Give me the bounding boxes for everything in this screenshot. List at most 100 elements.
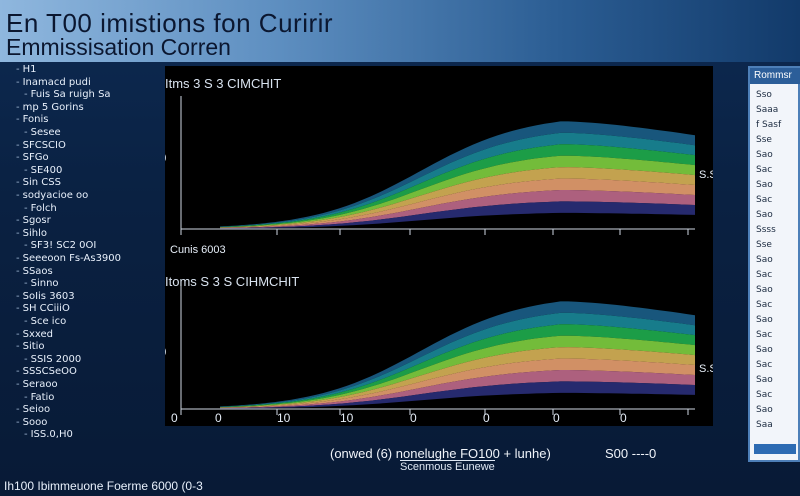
left-list-item[interactable]: - SF3! SC2 0OI	[24, 240, 96, 251]
left-list-item[interactable]: - Sce ico	[24, 316, 66, 327]
right-panel-item[interactable]: Sao	[756, 345, 773, 355]
left-list-item[interactable]: - SFGo	[16, 152, 49, 163]
left-list-item[interactable]: - sodyacioe oo	[16, 190, 88, 201]
title-bar: En T00 imistions fon Curirir Emmissisati…	[0, 0, 800, 62]
left-list-item-label: Inamacd pudi	[22, 76, 91, 88]
x-axis-subcaption: Scenmous Eunewe	[400, 460, 495, 473]
right-panel-item[interactable]: Sac	[756, 300, 773, 310]
right-panel-header: Rommsr	[750, 68, 800, 84]
left-list-item[interactable]: - SSSCSeOO	[16, 366, 77, 377]
right-panel-item[interactable]: f Sasf	[756, 120, 782, 130]
bullet-icon: -	[16, 416, 20, 428]
left-list-item[interactable]: - SE400	[24, 165, 62, 176]
right-panel-item[interactable]: Sao	[756, 375, 773, 385]
area-band	[220, 178, 695, 229]
bullet-icon: -	[24, 164, 28, 176]
left-list-item[interactable]: - Inamacd pudi	[16, 77, 91, 88]
left-list-item[interactable]: - Sihlo	[16, 228, 47, 239]
left-list-item[interactable]: - SSIS 2000	[24, 354, 81, 365]
left-list-item[interactable]: - mp 5 Gorins	[16, 102, 84, 113]
x-tick-label: 0	[553, 411, 560, 425]
bullet-icon: -	[16, 177, 20, 189]
left-list-item-label: Seraoo	[22, 379, 58, 390]
area-band	[220, 132, 695, 227]
left-list-item[interactable]: - SFCSCIO	[16, 140, 66, 151]
left-list-item[interactable]: - Sooo	[16, 417, 47, 428]
left-list-item[interactable]: - Seeeoon Fs-As3900	[16, 253, 121, 264]
left-list-item-label: ISS.0,H0	[30, 429, 73, 441]
x-tick-label: 10	[277, 411, 291, 425]
left-list-item[interactable]: - Sxxed	[16, 329, 53, 340]
right-panel-scrollbar[interactable]	[754, 444, 796, 454]
right-panel-item[interactable]: Sac	[756, 330, 773, 340]
left-list-item[interactable]: - SH CCiiiO	[16, 303, 70, 314]
left-list-item[interactable]: - Seraoo	[16, 379, 58, 390]
right-panel-item[interactable]: Sac	[756, 165, 773, 175]
area-band	[220, 167, 695, 228]
chart-svg: Itms 3 S 3 CIMCHIT 30 S.S-3 Cunis 6003 Itoms…	[165, 76, 713, 425]
left-list-item[interactable]: - SSaos	[16, 266, 53, 277]
x-tick-label: 0	[171, 411, 178, 425]
right-panel-item[interactable]: Saaa	[756, 105, 779, 115]
bullet-icon: -	[24, 278, 28, 290]
left-list-item-label: SE400	[30, 164, 63, 176]
bullet-icon: -	[16, 379, 20, 390]
x-axis-caption: (onwed (6) nonelughe FO100 + lunhe)	[330, 446, 551, 461]
bullet-icon: -	[24, 89, 28, 101]
left-list-panel: - H1- Inamacd pudi - Fuis Sa ruigh Sa - mp 5 G…	[6, 64, 146, 454]
bullet-icon: -	[16, 404, 20, 416]
left-list-item[interactable]: - Fuis Sa ruigh Sa	[24, 89, 111, 100]
right-panel-item[interactable]: Sse	[756, 240, 772, 250]
left-list-item[interactable]: - Sinno	[24, 278, 59, 289]
left-list-item[interactable]: - H1	[16, 64, 37, 75]
area-band	[220, 190, 695, 229]
left-list-item-label: Sihlo	[22, 227, 47, 239]
left-list-item-label: Sce ico	[30, 316, 67, 327]
left-list-item[interactable]: - Sesee	[24, 127, 61, 138]
right-panel-item[interactable]: Sao	[756, 315, 773, 325]
x-tick-label: 10	[340, 411, 354, 425]
y-tick-label: 30	[165, 151, 167, 165]
left-list-item-label: SoIis 3603	[22, 290, 75, 302]
area-band	[220, 335, 695, 408]
right-panel-item[interactable]: Sao	[756, 210, 773, 220]
right-panel-item[interactable]: Ssss	[756, 225, 776, 235]
chart-title: Itoms S 3 S CIHMCHIT	[165, 274, 299, 289]
left-list-item[interactable]: - Fatio	[24, 392, 54, 403]
area-band	[220, 121, 695, 227]
right-panel-item[interactable]: Sao	[756, 405, 773, 415]
right-panel-item[interactable]: Saa	[756, 420, 773, 430]
left-list-item[interactable]: - Fonis	[16, 114, 48, 125]
left-list-item[interactable]: - Seioo	[16, 404, 50, 415]
right-panel: Rommsr Sso Saaa f Sasf Sse Sao Sac Sao Sac Sao Ss…	[748, 66, 800, 462]
left-list-item-label: SF3! SC2 0OI	[30, 240, 97, 252]
page-subtitle: Emmissisation Corren	[6, 34, 231, 60]
left-list-item-label: Seioo	[22, 404, 51, 416]
left-list-item[interactable]: - Sitio	[16, 341, 45, 352]
left-list-item[interactable]: - ISS.0,H0	[24, 429, 73, 440]
y-tick-label: 30	[165, 345, 167, 359]
chart-title: Itms 3 S 3 CIMCHIT	[165, 76, 281, 91]
left-list-item-label: SFCSCIO	[22, 139, 66, 151]
right-panel-item[interactable]: Sac	[756, 195, 773, 205]
series-end-label: S.S-3	[699, 169, 713, 181]
right-panel-item[interactable]: Sac	[756, 360, 773, 370]
right-panel-item[interactable]: Sac	[756, 270, 773, 280]
left-list-item[interactable]: - SoIis 3603	[16, 291, 75, 302]
right-panel-item[interactable]: Sse	[756, 135, 772, 145]
left-list-item-label: Sgosr	[22, 215, 51, 227]
left-list-item[interactable]: - Sgosr	[16, 215, 51, 226]
right-panel-item[interactable]: Sao	[756, 150, 773, 160]
bullet-icon: -	[16, 215, 20, 227]
right-panel-item[interactable]: Sao	[756, 180, 773, 190]
right-panel-item[interactable]: Sac	[756, 390, 773, 400]
right-panel-item[interactable]: Sso	[756, 90, 772, 100]
area-band	[220, 381, 695, 409]
bullet-icon: -	[24, 240, 28, 252]
left-list-item[interactable]: - Sin CSS	[16, 177, 61, 188]
right-panel-item[interactable]: Sao	[756, 285, 773, 295]
left-list-item[interactable]: - Folch	[24, 203, 57, 214]
bullet-icon: -	[16, 290, 20, 302]
right-panel-item[interactable]: Sao	[756, 255, 773, 265]
footer-text: Ih100 Ibimmeuone Foerme 6000 (0-3	[4, 479, 203, 493]
